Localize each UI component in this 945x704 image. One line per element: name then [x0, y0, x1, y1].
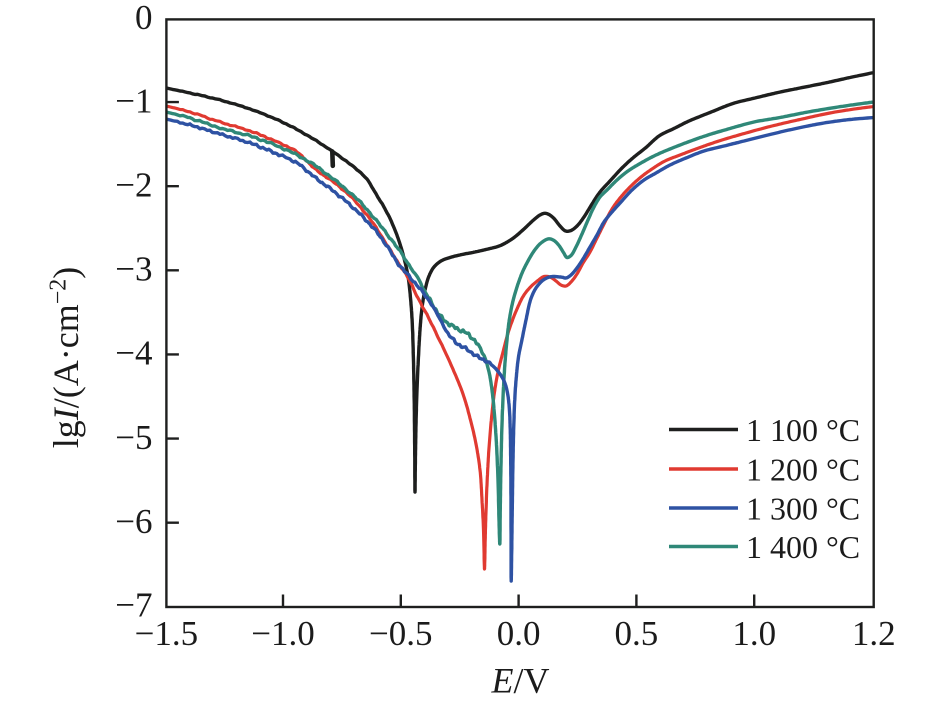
svg-text:−6: −6 [115, 502, 152, 541]
svg-text:1 200 °C: 1 200 °C [746, 451, 860, 487]
svg-text:1.2: 1.2 [852, 614, 896, 653]
svg-text:−1.0: −1.0 [251, 614, 315, 653]
svg-text:1 300 °C: 1 300 °C [746, 490, 860, 526]
svg-text:E/V: E/V [491, 661, 550, 701]
svg-text:−7: −7 [115, 586, 152, 625]
svg-text:−2: −2 [115, 165, 152, 204]
svg-text:1 100 °C: 1 100 °C [746, 412, 860, 448]
svg-text:1 400 °C: 1 400 °C [746, 529, 860, 565]
svg-text:−1.5: −1.5 [135, 614, 199, 653]
svg-text:1.0: 1.0 [732, 614, 776, 653]
svg-text:−5: −5 [115, 418, 152, 457]
svg-text:−3: −3 [115, 250, 152, 289]
svg-text:0: 0 [135, 0, 153, 37]
svg-text:lgI/(A·cm−2): lgI/(A·cm−2) [46, 267, 87, 449]
svg-text:−4: −4 [115, 334, 152, 373]
svg-text:−0.5: −0.5 [369, 614, 433, 653]
svg-text:−1: −1 [115, 81, 152, 120]
svg-text:0.5: 0.5 [615, 614, 659, 653]
svg-text:0.0: 0.0 [497, 614, 541, 653]
